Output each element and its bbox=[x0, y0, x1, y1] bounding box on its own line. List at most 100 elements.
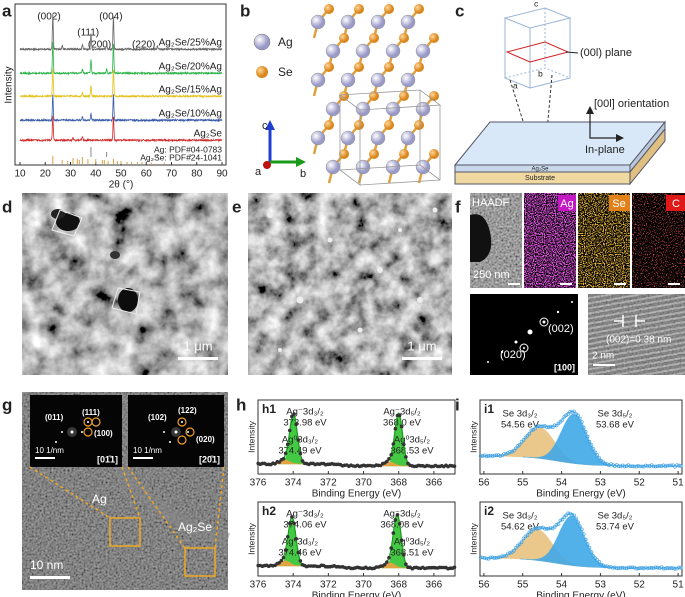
zone-axis: [100] bbox=[554, 362, 575, 372]
se-atom bbox=[369, 91, 379, 101]
data-point bbox=[281, 555, 286, 560]
x-tick-label: 374 bbox=[285, 580, 302, 591]
data-point bbox=[548, 526, 553, 530]
ag-atom bbox=[325, 43, 341, 59]
data-point bbox=[404, 455, 408, 459]
series-label: Ag₂Se/20%Ag bbox=[159, 62, 222, 73]
data-point bbox=[669, 463, 673, 468]
d-spacing: (002)=0.38 nm bbox=[606, 335, 671, 346]
data-point bbox=[597, 456, 602, 460]
x-axis-label: Binding Energy (eV) bbox=[536, 489, 626, 500]
data-point bbox=[585, 434, 590, 439]
data-point bbox=[535, 424, 539, 428]
axis-label: b bbox=[300, 168, 306, 180]
data-point bbox=[494, 555, 499, 560]
data-point bbox=[612, 464, 617, 468]
peak-value: 374.46 eV bbox=[278, 548, 322, 559]
data-point bbox=[482, 556, 487, 560]
se-atom bbox=[384, 4, 394, 14]
data-point bbox=[678, 464, 683, 468]
se-atom bbox=[354, 120, 364, 130]
data-point bbox=[550, 526, 555, 531]
x-tick-label: 372 bbox=[320, 478, 337, 489]
schematic bbox=[453, 7, 667, 186]
data-point bbox=[480, 454, 485, 458]
data-point bbox=[550, 425, 555, 430]
plot-frame bbox=[479, 501, 683, 577]
se-atom bbox=[354, 62, 364, 72]
peak-name: Ag⁰3d₃/₂ bbox=[282, 435, 319, 446]
data-point bbox=[275, 459, 280, 464]
spot-label: (020) bbox=[196, 435, 215, 444]
data-point bbox=[653, 565, 658, 570]
data-point bbox=[296, 550, 301, 555]
data-point bbox=[593, 450, 598, 455]
data-point bbox=[504, 553, 508, 558]
data-point bbox=[611, 565, 615, 570]
plot-frame bbox=[479, 399, 683, 475]
x-tick-label: 20 bbox=[40, 169, 52, 180]
data-point bbox=[482, 453, 487, 458]
data-point bbox=[544, 526, 549, 531]
data-point bbox=[300, 562, 305, 567]
data-point bbox=[294, 536, 299, 541]
se-atom bbox=[429, 91, 439, 101]
data-point bbox=[541, 525, 545, 530]
axis-label: a bbox=[513, 80, 518, 90]
se-atom bbox=[324, 62, 334, 72]
peak-value: 373.98 eV bbox=[283, 418, 327, 429]
panel-label: d bbox=[2, 197, 12, 216]
data-point bbox=[406, 461, 410, 466]
eds-maps bbox=[470, 193, 685, 375]
data-point bbox=[649, 463, 654, 468]
data-point bbox=[568, 409, 572, 414]
ag-atom bbox=[370, 130, 386, 146]
panel-label: a bbox=[2, 1, 12, 20]
x-tick-label: 366 bbox=[426, 580, 443, 591]
data-point bbox=[404, 562, 408, 567]
se-atom bbox=[354, 4, 364, 14]
x-tick-label: 40 bbox=[90, 169, 102, 180]
data-point bbox=[634, 464, 639, 469]
data-point bbox=[552, 423, 557, 428]
sem-image bbox=[22, 193, 228, 375]
data-point bbox=[647, 464, 652, 468]
data-point bbox=[529, 529, 534, 534]
data-point bbox=[665, 463, 670, 468]
data-point bbox=[618, 464, 623, 469]
peak-name: Ag⁰3d₅/₂ bbox=[394, 435, 430, 446]
plot-frame bbox=[257, 399, 456, 475]
data-point bbox=[556, 522, 561, 526]
se-atom bbox=[399, 91, 409, 101]
spot-label: (122) bbox=[178, 406, 197, 415]
data-point bbox=[506, 551, 510, 556]
data-point bbox=[527, 431, 532, 436]
xrd-trace bbox=[19, 68, 223, 99]
sem-image bbox=[248, 193, 452, 375]
data-point bbox=[645, 464, 650, 468]
se-atom bbox=[429, 149, 439, 159]
data-point bbox=[523, 534, 528, 539]
data-point bbox=[478, 454, 483, 458]
x-tick-label: 372 bbox=[320, 580, 337, 591]
data-point bbox=[562, 515, 567, 520]
ag-atom bbox=[400, 130, 416, 146]
data-point bbox=[510, 550, 514, 555]
data-point bbox=[535, 526, 539, 531]
data-point bbox=[401, 442, 406, 447]
legend-text: Se bbox=[278, 65, 293, 79]
peak-value: 53.68 eV bbox=[596, 420, 635, 431]
ag-atom bbox=[370, 72, 386, 88]
data-point bbox=[298, 451, 303, 456]
data-point bbox=[587, 545, 592, 550]
data-point bbox=[574, 412, 578, 416]
map-label: C bbox=[672, 198, 680, 210]
data-point bbox=[397, 521, 402, 526]
data-point bbox=[587, 439, 592, 444]
data-point bbox=[539, 525, 543, 530]
data-point bbox=[677, 463, 681, 468]
data-point bbox=[256, 563, 261, 568]
data-point bbox=[519, 439, 524, 444]
scale-label: 10 1/nm bbox=[133, 446, 162, 455]
